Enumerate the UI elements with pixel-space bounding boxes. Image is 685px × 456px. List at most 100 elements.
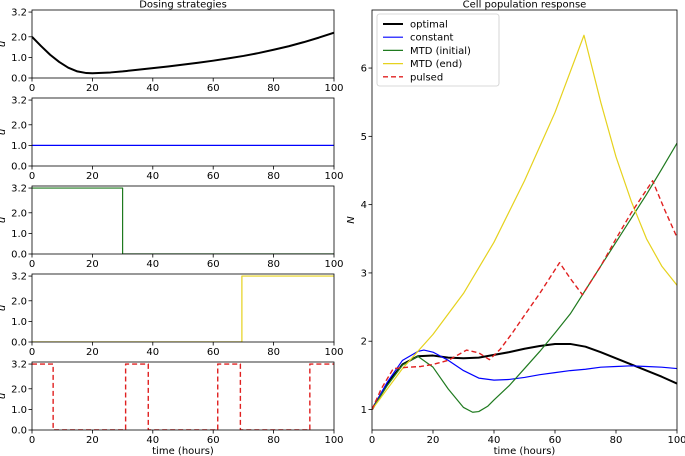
series-line-pulsed [372,180,677,410]
series-line-mtd-initial [32,187,334,254]
x-tick-label: 60 [207,347,220,358]
x-tick-label: 0 [29,347,35,358]
legend-label: pulsed [410,72,443,83]
axes-frame [31,9,335,79]
y-tick-label: 3 [361,268,367,279]
y-tick-label: 2.0 [11,296,27,307]
x-tick-label: 0 [369,435,375,446]
y-tick-label: 3.2 [11,360,27,371]
y-tick-label: 1 [361,405,367,416]
x-tick-label: 100 [324,259,343,270]
subplot-3: 0 20 40 60 80 100 0.0 1.0 2.0 3.2 u [0,184,344,270]
x-tick-label: 60 [549,435,562,446]
x-tick-label: 100 [324,171,343,182]
x-tick-label: 40 [146,347,159,358]
x-tick-label: 40 [488,435,501,446]
x-axis-label: time (hours) [152,446,214,456]
y-axis-label: u [0,305,8,311]
legend: optimal constant MTD (initial) MTD (end) pul… [376,13,500,87]
y-tick-label: 2.0 [11,120,27,131]
x-tick-label: 80 [267,259,280,270]
x-tick-label: 80 [610,435,623,446]
series-line-mtd-initial [372,142,677,413]
y-tick-label: 3.2 [11,184,27,195]
y-axis-label: u [0,41,8,47]
x-tick-label: 80 [267,435,280,446]
y-tick-label: 0.0 [11,162,27,173]
axes-frame [31,361,335,431]
x-tick-label: 0 [29,171,35,182]
series-line-constant [372,349,677,410]
axes-frame [31,185,335,255]
legend-label: constant [410,33,454,44]
y-axis-label: N [346,216,357,224]
y-tick-label: 0.0 [11,74,27,85]
x-tick-label: 80 [267,347,280,358]
x-tick-label: 20 [86,435,99,446]
x-tick-label: 20 [86,347,99,358]
x-tick-label: 100 [324,347,343,358]
subplot-5: 0 20 40 60 80 100 0.0 1.0 2.0 3.2 u time (hours) [0,360,344,456]
series-line-pulsed [32,363,334,430]
x-tick-label: 80 [267,171,280,182]
y-tick-label: 2.0 [11,32,27,43]
x-tick-label: 40 [146,83,159,94]
y-tick-label: 4 [361,200,367,211]
x-tick-label: 20 [86,171,99,182]
y-tick-label: 0.0 [11,250,27,261]
x-tick-label: 60 [207,171,220,182]
legend-label: MTD (initial) [410,46,471,57]
y-tick-label: 1.0 [11,53,27,64]
x-tick-label: 100 [324,435,343,446]
y-tick-label: 5 [361,132,367,143]
x-tick-label: 0 [29,259,35,270]
legend-label: optimal [410,20,448,31]
y-tick-label: 6 [361,64,367,75]
axes-frame [371,9,678,431]
y-tick-label: 3.2 [11,8,27,19]
subplot-1: 0 20 40 60 80 100 0.0 1.0 2.0 3.2 u Dosing strategi… [0,0,344,94]
x-tick-label: 20 [427,435,440,446]
series-line-mtd-end [372,34,677,410]
x-tick-label: 0 [29,83,35,94]
series-line-optimal [32,31,334,75]
x-tick-label: 100 [324,83,343,94]
x-tick-label: 40 [146,259,159,270]
x-tick-label: 60 [207,435,220,446]
y-axis-label: u [0,217,8,223]
legend-label: MTD (end) [410,59,462,70]
axes-frame [31,273,335,343]
y-axis-label: u [0,129,8,135]
x-tick-label: 40 [146,171,159,182]
y-tick-label: 3.2 [11,96,27,107]
chart-title: Cell population response [463,0,587,11]
axes-frame [31,97,335,167]
x-tick-label: 0 [29,435,35,446]
legend-box [376,13,500,87]
y-tick-label: 1.0 [11,317,27,328]
y-tick-label: 2.0 [11,208,27,219]
x-tick-label: 80 [267,83,280,94]
y-tick-label: 1.0 [11,405,27,416]
y-tick-label: 2 [361,337,367,348]
y-tick-label: 2.0 [11,384,27,395]
x-tick-label: 20 [86,83,99,94]
y-tick-label: 0.0 [11,426,27,437]
x-axis-label: time (hours) [494,446,556,456]
chart-title: Dosing strategies [139,0,227,11]
y-tick-label: 0.0 [11,338,27,349]
y-tick-label: 3.2 [11,272,27,283]
series-line-optimal [372,342,677,411]
x-tick-label: 60 [207,259,220,270]
x-tick-label: 20 [86,259,99,270]
x-tick-label: 100 [667,435,685,446]
x-tick-label: 40 [146,435,159,446]
subplot-4: 0 20 40 60 80 100 0.0 1.0 2.0 3.2 u [0,272,344,358]
series-line-mtd-end [32,275,334,342]
y-tick-label: 1.0 [11,141,27,152]
y-axis-label: u [0,393,8,399]
y-tick-label: 1.0 [11,229,27,240]
x-tick-label: 60 [207,83,220,94]
